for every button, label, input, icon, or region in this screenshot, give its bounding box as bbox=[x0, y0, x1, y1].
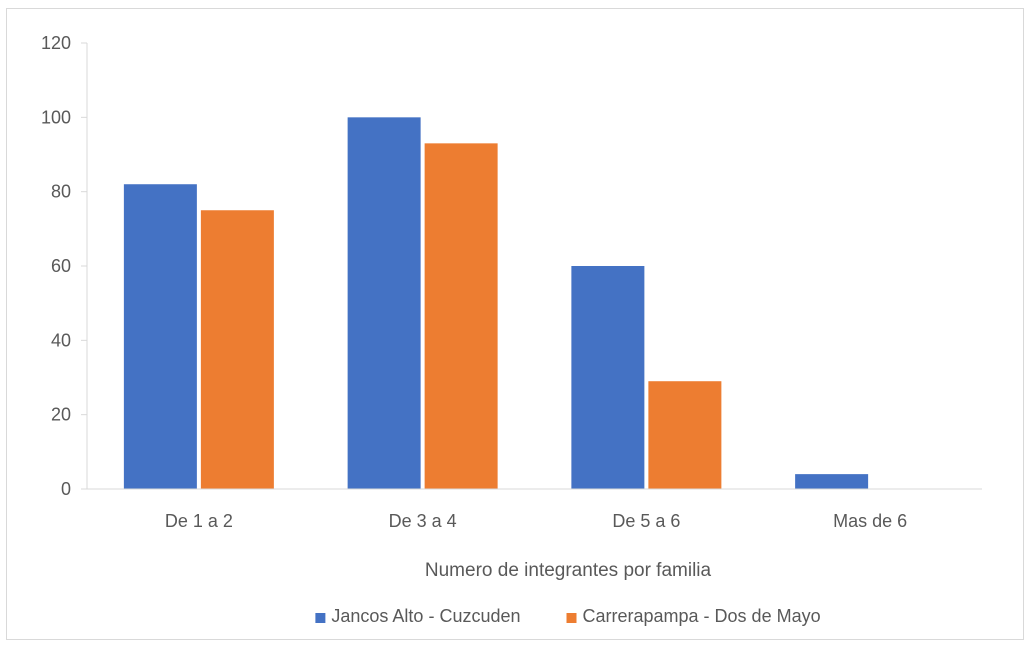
y-tick-label: 40 bbox=[51, 330, 71, 350]
bar-jancos-1 bbox=[123, 184, 197, 489]
legend-label: Jancos Alto - Cuzcuden bbox=[331, 606, 520, 626]
bar-carrerapampa-3 bbox=[648, 381, 722, 489]
bar-carrerapampa-1 bbox=[200, 210, 274, 489]
bar-jancos-4 bbox=[795, 474, 869, 489]
bar-chart: 0 20 40 60 80 100 120 De 1 a 2 De 3 a 4 De 5 a 6… bbox=[41, 33, 982, 626]
bar-jancos-2 bbox=[347, 117, 421, 489]
legend-swatch bbox=[315, 613, 326, 623]
y-tick-label: 0 bbox=[61, 479, 71, 499]
legend-swatch bbox=[566, 613, 577, 623]
y-tick-label: 100 bbox=[41, 107, 71, 127]
x-tick-label: De 3 a 4 bbox=[389, 511, 457, 531]
bar-carrerapampa-2 bbox=[424, 143, 498, 489]
y-tick-label: 80 bbox=[51, 182, 71, 202]
bar-jancos-3 bbox=[571, 266, 645, 489]
x-tick-label: De 5 a 6 bbox=[612, 511, 680, 531]
y-axis: 0 20 40 60 80 100 120 bbox=[41, 33, 88, 499]
x-tick-label: De 1 a 2 bbox=[165, 511, 233, 531]
y-tick-label: 120 bbox=[41, 33, 71, 53]
legend-item: Carrerapampa - Dos de Mayo bbox=[566, 606, 821, 626]
x-axis-title: Numero de integrantes por familia bbox=[425, 560, 712, 581]
legend-label: Carrerapampa - Dos de Mayo bbox=[583, 606, 821, 626]
legend: Jancos Alto - Cuzcuden Carrerapampa - Dos… bbox=[315, 606, 821, 626]
legend-item: Jancos Alto - Cuzcuden bbox=[315, 606, 521, 626]
x-axis: De 1 a 2 De 3 a 4 De 5 a 6 Mas de 6 bbox=[87, 488, 982, 531]
y-tick-label: 20 bbox=[51, 405, 71, 425]
y-tick-label: 60 bbox=[51, 256, 71, 276]
chart-frame: 0 20 40 60 80 100 120 De 1 a 2 De 3 a 4 De 5 a 6… bbox=[6, 8, 1024, 640]
bars bbox=[123, 117, 869, 489]
x-tick-label: Mas de 6 bbox=[833, 511, 907, 531]
